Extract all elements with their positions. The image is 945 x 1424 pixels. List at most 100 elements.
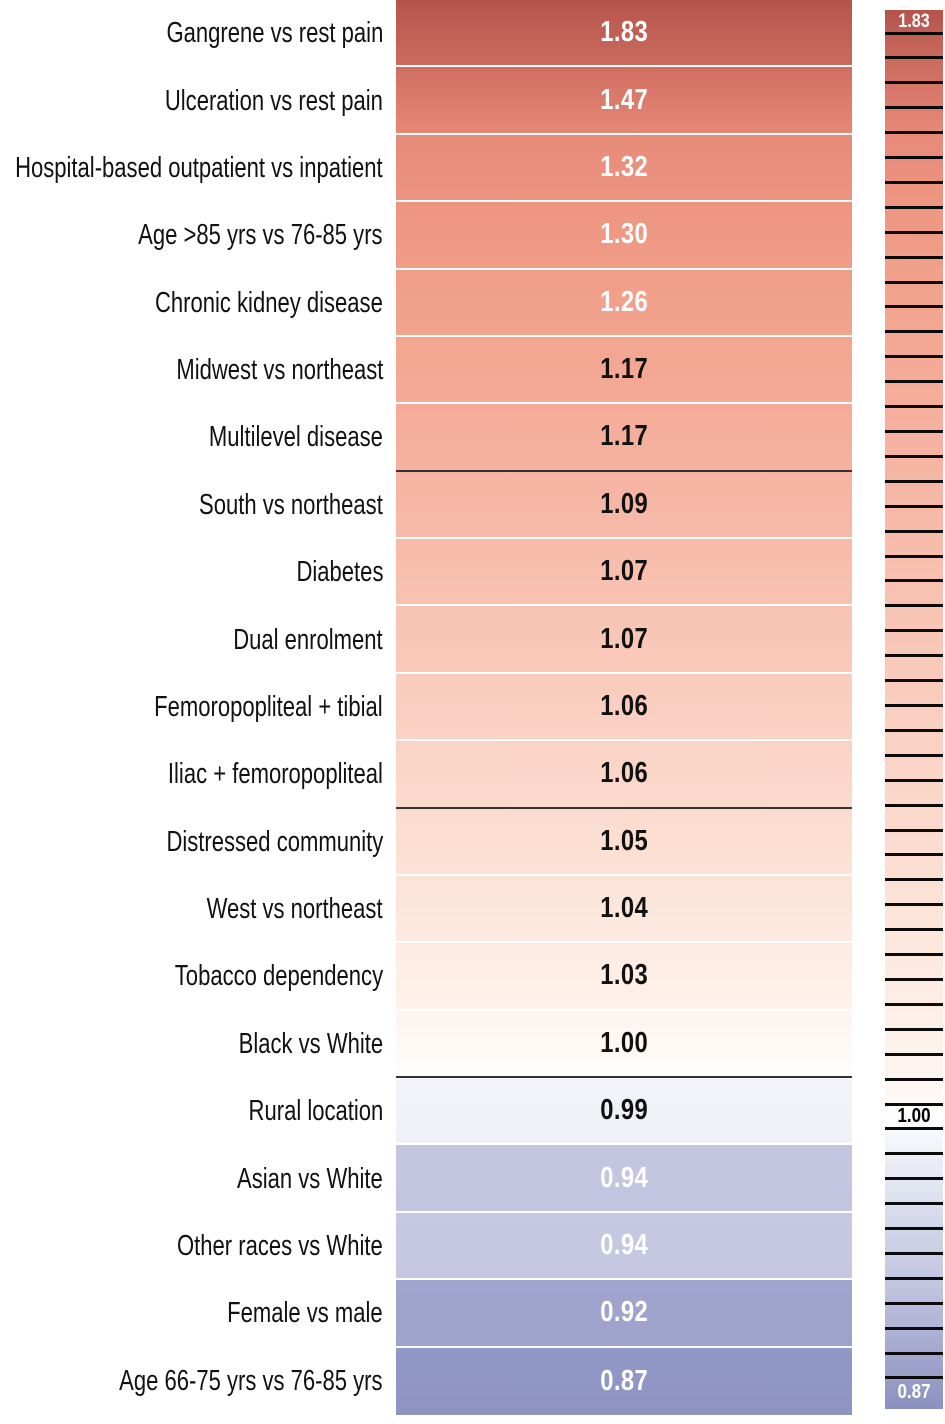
row-value-cell: 1.26 (396, 269, 852, 337)
colorbar-tick (885, 529, 943, 533)
row-value-text: 1.06 (600, 689, 648, 722)
row-category-label: Midwest vs northeast (0, 336, 396, 405)
colorbar-tick (885, 554, 943, 558)
row-label-text: Diabetes (296, 556, 383, 589)
row-category-label: Rural location (0, 1078, 396, 1146)
colorbar-tick (885, 1202, 943, 1206)
colorbar-tick (885, 928, 943, 932)
colorbar-tick (885, 31, 943, 35)
colorbar-tick (885, 803, 943, 807)
row-label-text: Hospital-based outpatient vs inpatient (15, 151, 383, 184)
colorbar-tick (885, 430, 943, 433)
table-row: Midwest vs northeast 1.17 (0, 336, 852, 405)
colorbar-tick (885, 878, 943, 882)
row-category-label: Tobacco dependency (0, 943, 396, 1011)
row-value-text: 1.47 (600, 83, 648, 116)
colorbar-tick (885, 654, 943, 658)
colorbar-tick (885, 778, 943, 782)
row-value-cell: 1.09 (396, 471, 852, 539)
colorbar-tick (885, 1027, 943, 1031)
colorbar-tick (885, 1301, 943, 1305)
row-value-text: 1.04 (600, 892, 648, 925)
colorbar-tick (885, 255, 943, 259)
table-row: Iliac + femoropopliteal 1.06 (0, 741, 852, 809)
row-label-text: Other races vs White (177, 1229, 383, 1262)
colorbar-tick (885, 1326, 943, 1330)
row-category-label: West vs northeast (0, 875, 396, 944)
row-label-text: Female vs male (227, 1297, 383, 1330)
table-row: Asian vs White 0.94 (0, 1145, 852, 1213)
colorbar-tick (885, 1376, 943, 1380)
row-label-text: Gangrene vs rest pain (166, 17, 383, 50)
colorbar-tick (885, 305, 943, 309)
row-category-label: Female vs male (0, 1280, 396, 1348)
row-value-cell: 1.83 (396, 0, 852, 68)
colorbar-tick (885, 280, 943, 284)
row-value-cell: 0.87 (396, 1347, 852, 1415)
row-label-text: Asian vs White (237, 1162, 383, 1195)
row-value-cell: 1.07 (396, 539, 852, 607)
colorbar-tick (885, 629, 943, 633)
row-label-text: Black vs White (238, 1027, 383, 1060)
colorbar-tick (885, 180, 943, 184)
table-row: Distressed community 1.05 (0, 808, 852, 876)
row-label-text: Multilevel disease (209, 421, 383, 454)
colorbar-tick (885, 1227, 943, 1231)
colorbar-tick (885, 828, 943, 832)
table-row: Gangrene vs rest pain 1.83 (0, 0, 852, 68)
colorbar-tick (885, 405, 943, 409)
table-row: Female vs male 0.92 (0, 1280, 852, 1348)
row-label-text: West vs northeast (207, 893, 383, 926)
row-category-label: Black vs White (0, 1010, 396, 1078)
colorbar-max-label: 1.83 (898, 11, 930, 32)
colorbar-tick (885, 454, 943, 458)
colorbar-tick (885, 728, 943, 732)
colorbar-tick (885, 380, 943, 384)
row-value-cell: 1.06 (396, 741, 852, 809)
colorbar-tick (885, 205, 943, 209)
table-row: Black vs White 1.00 (0, 1010, 852, 1078)
row-value-cell: 1.05 (396, 808, 852, 876)
row-category-label: Distressed community (0, 808, 396, 876)
row-category-label: Chronic kidney disease (0, 269, 396, 337)
row-category-label: Iliac + femoropopliteal (0, 741, 396, 809)
colorbar-tick (885, 56, 943, 60)
row-label-text: South vs northeast (199, 488, 383, 521)
row-value-text: 1.07 (600, 555, 648, 588)
table-row: Age >85 yrs vs 76-85 yrs 1.30 (0, 202, 852, 270)
row-value-cell: 0.92 (396, 1280, 852, 1348)
colorbar-tick (885, 1102, 943, 1106)
row-value-text: 1.32 (600, 150, 648, 183)
row-value-text: 1.83 (600, 16, 648, 49)
table-row: Rural location 0.99 (0, 1078, 852, 1146)
table-row: Chronic kidney disease 1.26 (0, 269, 852, 337)
colorbar-tick (885, 903, 943, 907)
colorbar-tick (885, 504, 943, 508)
colorbar-tick (885, 131, 943, 135)
row-label-text: Chronic kidney disease (155, 286, 383, 319)
row-value-cell: 0.99 (396, 1078, 852, 1146)
colorbar-tick (885, 1002, 943, 1006)
row-value-text: 1.09 (600, 487, 648, 520)
row-value-text: 1.17 (600, 353, 648, 386)
table-row: Diabetes 1.07 (0, 539, 852, 607)
row-category-label: Gangrene vs rest pain (0, 0, 396, 68)
colorbar-tick (885, 1052, 943, 1056)
row-category-label: Age >85 yrs vs 76-85 yrs (0, 202, 396, 270)
colorbar-tick (885, 81, 943, 85)
table-row: Hospital-based outpatient vs inpatient 1… (0, 134, 852, 203)
row-label-text: Dual enrolment (233, 623, 383, 656)
colorbar-tick (885, 1351, 943, 1355)
row-label-text: Tobacco dependency (174, 960, 383, 993)
row-label-text: Femoropopliteal + tibial (154, 690, 383, 723)
row-value-text: 0.92 (600, 1296, 648, 1329)
row-value-text: 1.30 (600, 218, 648, 251)
colorbar-min-label: 0.87 (897, 1381, 931, 1403)
row-value-cell: 1.04 (396, 875, 852, 944)
row-value-text: 1.00 (600, 1026, 648, 1059)
row-label-text: Iliac + femoropopliteal (167, 758, 383, 791)
row-label-text: Ulceration vs rest pain (164, 84, 383, 117)
colorbar: 1.83 1.00 0.87 (885, 10, 943, 1409)
colorbar-tick (885, 1251, 943, 1255)
colorbar-tick (885, 355, 943, 359)
